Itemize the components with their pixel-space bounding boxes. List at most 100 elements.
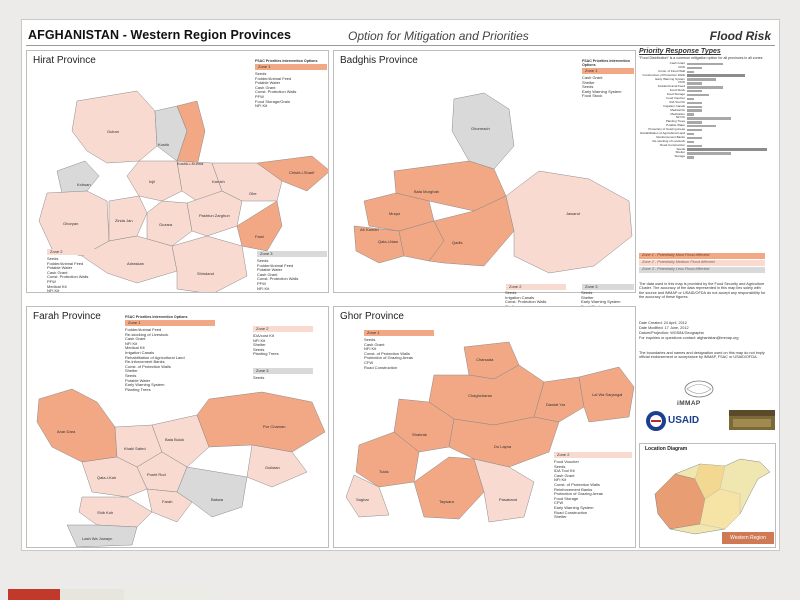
- legend-item: NFI Kit: [125, 340, 138, 346]
- map-label: Du Layna: [494, 444, 512, 449]
- page-tab-active[interactable]: [8, 589, 60, 600]
- priority-bar-label: Protection of Grazing Areas: [648, 128, 685, 132]
- priority-bar-label: Rehabilitation of Agricultural Land: [640, 132, 685, 136]
- legend-item: Seeds: [253, 375, 265, 380]
- priority-bar-label: Irrigation Canals: [663, 104, 685, 108]
- legend-item: Const. of Protection Walls: [125, 363, 171, 369]
- farah-title: Farah Province: [33, 311, 101, 322]
- disclaimer: The boundaries and names and designation…: [639, 351, 765, 360]
- page-subtitle: Option for Mitigation and Priorities: [348, 29, 529, 43]
- ghor-title: Ghor Province: [340, 311, 404, 322]
- priority-bar: [687, 113, 695, 116]
- hirat-zone1-legend: FSAC Priorities Intervention Options Zon…: [255, 59, 327, 109]
- usaid-seal-icon: [646, 411, 666, 431]
- priority-bar-label: Cash Grant: [669, 62, 685, 65]
- map-label: Gulran: [107, 129, 120, 134]
- hirat-map: [38, 90, 328, 292]
- page-tab[interactable]: [60, 589, 124, 600]
- priority-bar-label: Re-stocking of Livestock: [652, 139, 685, 143]
- farah-district-shib-koh: [78, 496, 153, 528]
- legend-item: Seeds: [253, 346, 265, 352]
- priority-bar: [687, 66, 702, 70]
- legend-item: Rehabilitation of Agricultural Land: [125, 354, 185, 360]
- priority-bar-row: Re-stocking of Livestock: [639, 140, 776, 144]
- map-label: Shahrak: [412, 432, 427, 437]
- location-diagram: Location Diagram Western Region: [639, 443, 776, 548]
- logos: iMMAP USAID: [639, 378, 776, 438]
- location-title: Location Diagram: [645, 446, 688, 452]
- legend-item: Early Warning System: [582, 88, 622, 94]
- hirat-zone3-legend: Zone 3 Seeds Fodder/Animal Feed Potable …: [257, 250, 327, 291]
- map-label: Pusht Rod: [147, 472, 166, 477]
- priority-bar: [687, 97, 695, 101]
- hirat-district-kohsan: [56, 160, 100, 194]
- western-region-label: Western Region: [722, 532, 774, 544]
- priority-bar-label: Const. of Flood Wall: [658, 69, 685, 73]
- ghor-map: [345, 341, 635, 523]
- priority-bar: [687, 101, 702, 105]
- priority-bar: [687, 90, 702, 93]
- legend-item: Seeds: [125, 372, 137, 378]
- legend-item: Irrigation Canals: [505, 294, 535, 300]
- legend-item: Potable Water: [47, 265, 73, 271]
- legend-item: Food Voucher: [554, 459, 579, 464]
- priority-subtitle: "Food Distribution" is a common mitigati…: [639, 56, 763, 60]
- legend-item: Shelter: [554, 514, 567, 520]
- legend-item: Cash Grant: [364, 341, 385, 347]
- ghor-zone2-legend: Zone 2 Food Voucher Seeds IDA Tool Kit C…: [554, 451, 632, 520]
- farah-zone1-legend: FSAC Priorities Intervention Options Zon…: [125, 315, 215, 392]
- priority-bar-row: Road Construction: [639, 144, 776, 148]
- badghis-panel: Badghis Province Ghormach Ab Kamari Muqu…: [333, 50, 636, 293]
- priority-bar: [687, 121, 702, 124]
- legend-item: Seeds: [505, 290, 517, 295]
- legend-item: Const. Protection Walls: [257, 276, 299, 282]
- priority-bar: [687, 125, 717, 128]
- priority-bar-label: Food Voucher: [666, 97, 685, 101]
- badghis-map: [353, 92, 633, 274]
- legend-item: Cash Grant: [554, 472, 575, 478]
- farah-district-anar-dara: [36, 388, 118, 463]
- map-label: Pasaband: [499, 497, 518, 502]
- legend-item: Const. of Protection Walls: [554, 481, 600, 487]
- priority-bar-row: Potable Water: [639, 124, 776, 128]
- hirat-district-adraskan: [81, 235, 178, 284]
- priority-bar: [687, 105, 702, 108]
- legend-item: IDA Tool Kit: [554, 468, 575, 474]
- priority-bar-label: Shelter: [675, 151, 685, 155]
- ghor-zone1-legend: Zone 1 Seeds Cash Grant NFI Kit Const. o…: [364, 329, 434, 370]
- map-label: Kushk: [158, 142, 170, 147]
- map-label: Qala-i-Kah: [97, 475, 117, 480]
- priority-bar-row: Fodder/Animal Feed: [639, 85, 776, 89]
- topic-label: Flood Risk: [709, 29, 771, 43]
- map-label: Obe: [249, 191, 257, 196]
- legend-item: Cash Grant: [582, 75, 603, 80]
- map-label: Lash Wa Juwayn: [82, 536, 113, 541]
- priority-bar: [687, 128, 702, 132]
- legend-item: Fodder/Animal Feed: [257, 262, 294, 268]
- badghis-district-ghormach: [451, 92, 515, 170]
- legend-item: Planting Trees: [125, 386, 151, 392]
- legend-item: NFI Kit: [47, 288, 60, 293]
- zone-2-swatch: Zone 2: [506, 284, 566, 290]
- priority-bar-label: Seeds: [676, 147, 685, 151]
- priority-bar-row: IDA Tool Kit: [639, 101, 776, 105]
- map-label: Shib Koh: [97, 510, 114, 515]
- legend-item: Fodder/Animal Feed: [255, 75, 292, 81]
- map-label: Anar Dara: [57, 429, 76, 434]
- hirat-district-shindand: [171, 235, 248, 292]
- page-tab[interactable]: [124, 589, 214, 600]
- legend-item: NFI Kit: [554, 477, 567, 483]
- legend-item: Shelter: [253, 342, 266, 348]
- page-title: AFGHANISTAN - Western Region Provinces: [28, 28, 292, 42]
- priority-bar-label: Storage: [674, 155, 685, 159]
- map-label: Ghoryan: [63, 221, 79, 226]
- legend-item: Seeds: [47, 256, 59, 261]
- priority-bar-row: Storage: [639, 155, 776, 159]
- legend-item: Reinforcement Banks: [554, 486, 593, 492]
- hirat-panel: Hirat Province Gulran Kushk K: [26, 50, 329, 293]
- legend-item: Irrigation Canals: [125, 349, 155, 355]
- legend-item: Seeds: [554, 463, 566, 469]
- source-note: The data used in this map is provided by…: [639, 282, 766, 300]
- map-label: Injil: [149, 179, 156, 184]
- zone-2-swatch: Zone 2: [47, 249, 119, 255]
